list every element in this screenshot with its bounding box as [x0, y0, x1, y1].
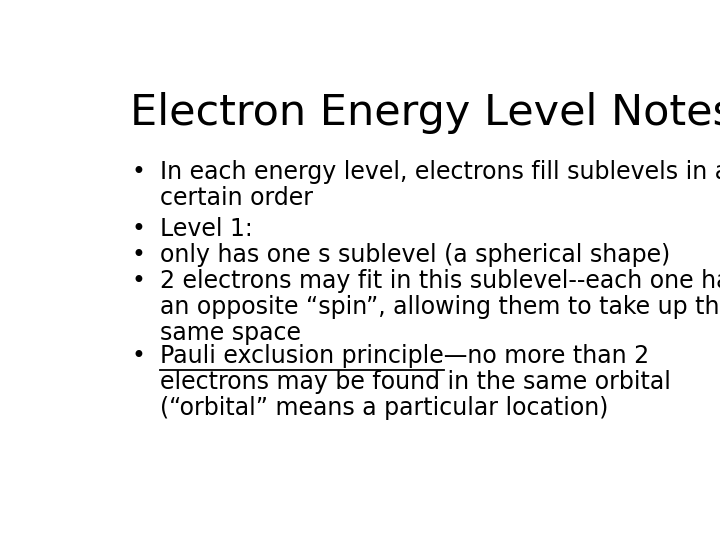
Text: •: • [132, 160, 145, 185]
Text: Level 1:: Level 1: [160, 217, 253, 240]
Text: •: • [132, 243, 145, 267]
Text: same space: same space [160, 321, 301, 345]
Text: •: • [132, 269, 145, 293]
Text: •: • [132, 217, 145, 240]
Text: •: • [132, 344, 145, 368]
Text: In each energy level, electrons fill sublevels in a: In each energy level, electrons fill sub… [160, 160, 720, 185]
Text: certain order: certain order [160, 186, 312, 210]
Text: 2 electrons may fit in this sublevel--each one has: 2 electrons may fit in this sublevel--ea… [160, 269, 720, 293]
Text: (“orbital” means a particular location): (“orbital” means a particular location) [160, 396, 608, 420]
Text: only has one s sublevel (a spherical shape): only has one s sublevel (a spherical sha… [160, 243, 670, 267]
Text: Pauli exclusion principle—no more than 2: Pauli exclusion principle—no more than 2 [160, 344, 649, 368]
Text: an opposite “spin”, allowing them to take up the: an opposite “spin”, allowing them to tak… [160, 295, 720, 319]
Text: electrons may be found in the same orbital: electrons may be found in the same orbit… [160, 370, 670, 394]
Text: Electron Energy Level Notes: Electron Energy Level Notes [130, 92, 720, 134]
